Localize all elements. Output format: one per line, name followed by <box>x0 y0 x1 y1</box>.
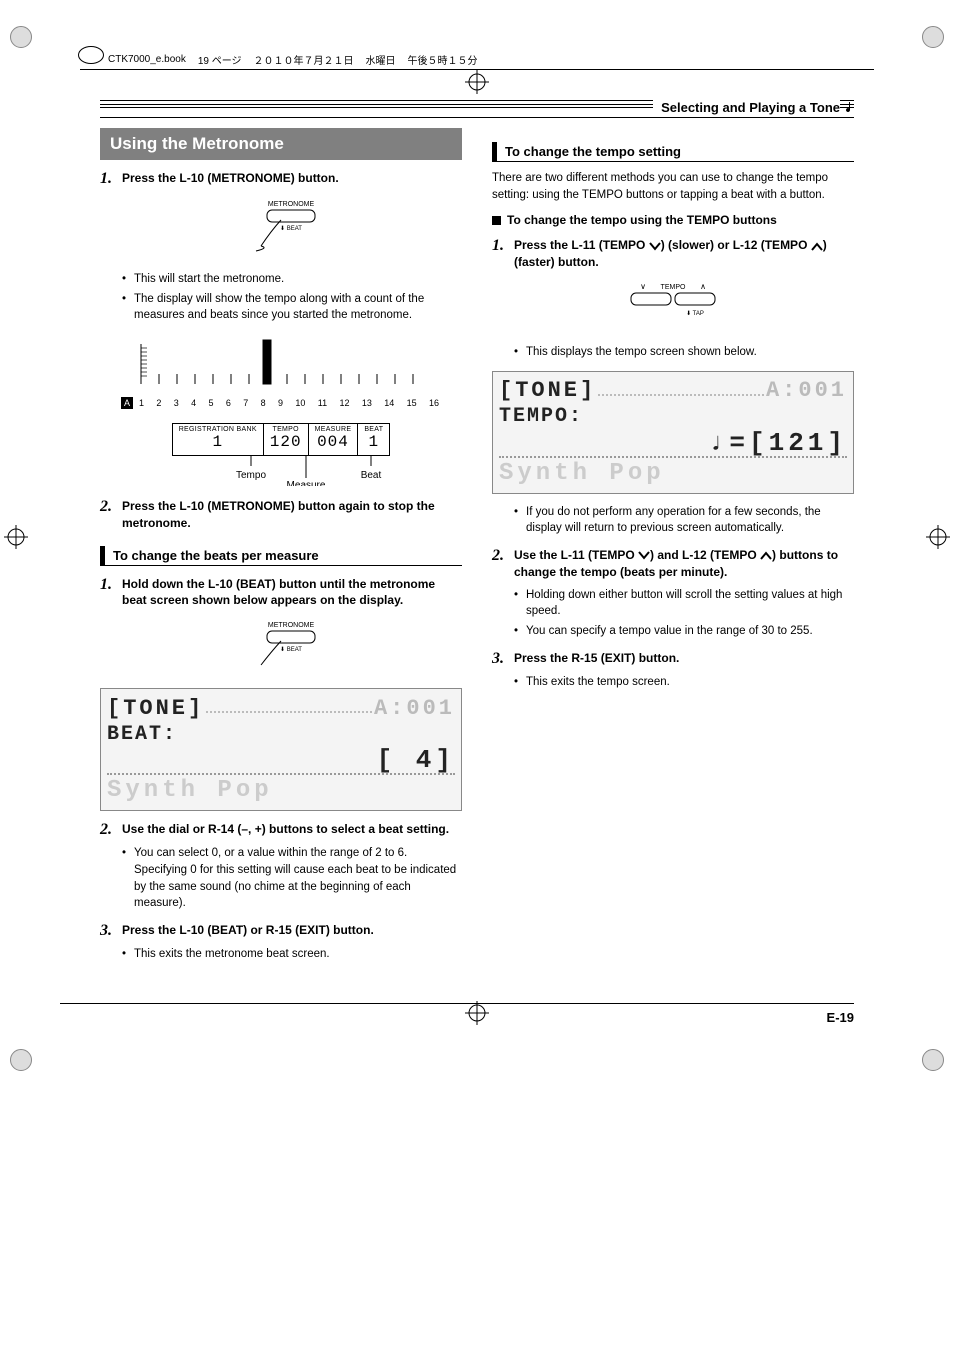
step-number: 2. <box>492 547 514 581</box>
step-text: Press the L-10 (METRONOME) button again … <box>122 498 462 532</box>
btn-label-bottom: ⬇ BEAT <box>280 225 302 232</box>
step-text: Press the L-11 (TEMPO ) (slower) or L-12… <box>514 237 854 271</box>
chevron-down-icon <box>638 551 650 560</box>
panel-value-boxes: REGISTRATION BANK1 TEMPO120 MEASURE004 B… <box>172 423 391 456</box>
svg-text:∧: ∧ <box>700 282 706 291</box>
svg-text:Tempo: Tempo <box>236 470 266 481</box>
subheading-tempo: To change the tempo setting <box>492 142 854 162</box>
header-day: 水曜日 <box>366 52 396 67</box>
step-text: Use the dial or R-14 (–, +) buttons to s… <box>122 821 462 839</box>
step-text: Press the R-15 (EXIT) button. <box>514 650 854 668</box>
header-oval-icon <box>78 46 104 64</box>
left-step-1: 1. Press the L-10 (METRONOME) button. <box>100 170 462 188</box>
right-step3-bullets: This exits the tempo screen. <box>514 674 854 691</box>
bullet: This exits the metronome beat screen. <box>122 946 462 963</box>
after-lcd-bullets: If you do not perform any operation for … <box>514 504 854 537</box>
right-step1-bullets: This displays the tempo screen shown bel… <box>514 344 854 361</box>
svg-text:⬇ BEAT: ⬇ BEAT <box>280 646 302 653</box>
left-column: Using the Metronome 1. Press the L-10 (M… <box>100 128 462 973</box>
right-step-1: 1. Press the L-11 (TEMPO ) (slower) or L… <box>492 237 854 271</box>
header-page-info: 19 ページ <box>198 52 242 67</box>
svg-text:TEMPO: TEMPO <box>661 284 686 291</box>
music-note-icon <box>844 101 854 115</box>
bullet: This will start the metronome. <box>122 271 462 288</box>
metronome-button-figure: METRONOME ⬇ BEAT <box>100 196 462 259</box>
bullet: You can select 0, or a value within the … <box>122 845 462 912</box>
book-header: CTK7000_e.book 19 ページ ２０１０年７月２１日 水曜日 午後５… <box>80 50 874 70</box>
sub1-step2-bullets: You can select 0, or a value within the … <box>122 845 462 912</box>
chevron-down-icon <box>649 242 661 251</box>
lcd-beat-screen: [TONE]A:001 BEAT: [ 4] Synth Pop <box>100 688 462 811</box>
step-number: 3. <box>100 922 122 940</box>
step-number: 1. <box>100 576 122 610</box>
sub1-step3-bullets: This exits the metronome beat screen. <box>122 946 462 963</box>
chevron-up-icon <box>811 242 823 251</box>
step-number: 3. <box>492 650 514 668</box>
step-number: 2. <box>100 498 122 532</box>
step-number: 1. <box>492 237 514 271</box>
page-number: E-19 <box>60 1003 854 1025</box>
step1-bullets: This will start the metronome. The displ… <box>122 271 462 324</box>
step-text: Use the L-11 (TEMPO ) and L-12 (TEMPO ) … <box>514 547 854 581</box>
sub1-step-2: 2. Use the dial or R-14 (–, +) buttons t… <box>100 821 462 839</box>
bullet: You can specify a tempo value in the ran… <box>514 623 854 640</box>
svg-text:Measure: Measure <box>287 480 326 486</box>
panel-beat-numbers: 12345678910111213141516 <box>137 398 441 408</box>
square-bullet-icon <box>492 216 501 225</box>
step-number: 2. <box>100 821 122 839</box>
metronome-button-figure-2: METRONOME ⬇ BEAT <box>100 617 462 676</box>
bullet: Holding down either button will scroll t… <box>514 587 854 620</box>
svg-text:METRONOME: METRONOME <box>268 622 315 629</box>
display-panel-figure: A 12345678910111213141516 REGISTRATION B… <box>100 334 462 486</box>
chevron-up-icon <box>760 551 772 560</box>
header-filename: CTK7000_e.book <box>108 54 186 65</box>
header-date: ２０１０年７月２１日 <box>254 52 354 67</box>
section-banner: Using the Metronome <box>100 128 462 160</box>
sub1-step-3: 3. Press the L-10 (BEAT) or R-15 (EXIT) … <box>100 922 462 940</box>
header-time: 午後５時１５分 <box>408 52 478 67</box>
step-text: Hold down the L-10 (BEAT) button until t… <box>122 576 462 610</box>
right-column: To change the tempo setting There are tw… <box>492 128 854 973</box>
svg-text:∨: ∨ <box>640 282 646 291</box>
btn-label-top: METRONOME <box>268 201 315 208</box>
chapter-bar: Selecting and Playing a Tone <box>100 100 854 118</box>
tempo-buttons-figure: ∨ TEMPO ∧ ⬇ TAP <box>492 279 854 332</box>
svg-text:⬇ TAP: ⬇ TAP <box>686 310 704 317</box>
step-text: Press the L-10 (METRONOME) button. <box>122 170 462 188</box>
sub1-step-1: 1. Hold down the L-10 (BEAT) button unti… <box>100 576 462 610</box>
right-step2-bullets: Holding down either button will scroll t… <box>514 587 854 640</box>
method1-title: To change the tempo using the TEMPO butt… <box>492 213 854 227</box>
subheading-beats: To change the beats per measure <box>100 546 462 566</box>
bullet: The display will show the tempo along wi… <box>122 291 462 324</box>
bullet: This exits the tempo screen. <box>514 674 854 691</box>
lcd-tempo-screen: [TONE]A:001 TEMPO: ♩=[121] Synth Pop <box>492 371 854 494</box>
bullet: If you do not perform any operation for … <box>514 504 854 537</box>
right-step-3: 3. Press the R-15 (EXIT) button. <box>492 650 854 668</box>
step-number: 1. <box>100 170 122 188</box>
left-step-2: 2. Press the L-10 (METRONOME) button aga… <box>100 498 462 532</box>
chapter-title: Selecting and Playing a Tone <box>653 100 840 115</box>
step-text: Press the L-10 (BEAT) or R-15 (EXIT) but… <box>122 922 462 940</box>
svg-text:Beat: Beat <box>361 470 382 481</box>
tempo-intro: There are two different methods you can … <box>492 170 854 203</box>
right-step-2: 2. Use the L-11 (TEMPO ) and L-12 (TEMPO… <box>492 547 854 581</box>
panel-a-badge: A <box>121 397 133 409</box>
bullet: This displays the tempo screen shown bel… <box>514 344 854 361</box>
